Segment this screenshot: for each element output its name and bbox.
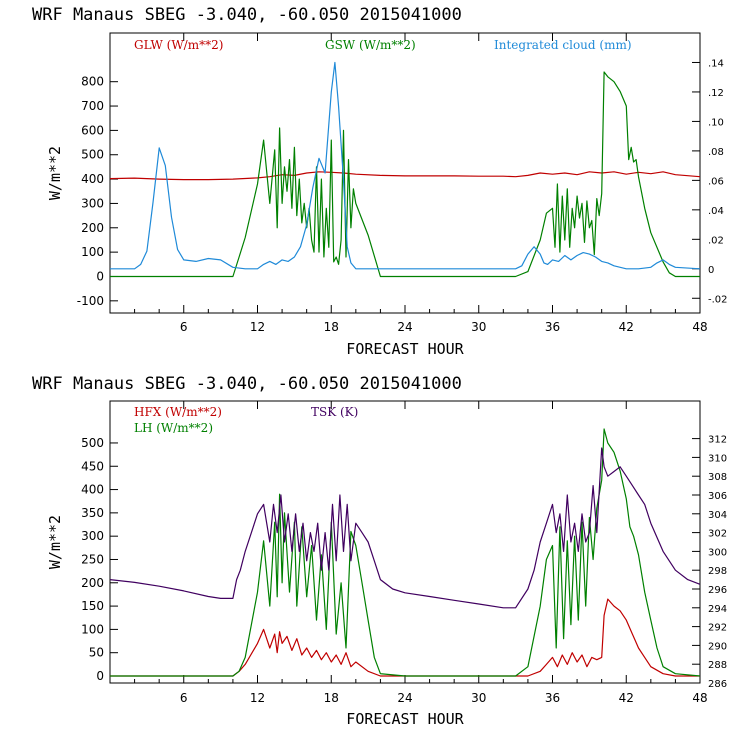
chart1-y2-tick-label: 0 xyxy=(708,265,714,276)
chart2-x-tick-label: 36 xyxy=(545,691,560,705)
chart1-x-tick-label: 6 xyxy=(180,320,188,334)
chart1-y2-tick-label: .08 xyxy=(708,147,724,158)
chart1-y-tick-label: 300 xyxy=(81,196,104,210)
chart1-y-tick-label: 0 xyxy=(96,269,104,283)
chart2-y2-tick-label: 286 xyxy=(708,679,727,690)
chart1-y-tick-label: -100 xyxy=(77,294,104,308)
chart2-y-tick-label: 300 xyxy=(81,529,104,543)
chart2-y2-tick-label: 296 xyxy=(708,585,727,596)
chart2-legend-entry: HFX (W/m**2) xyxy=(134,405,222,419)
chart2-y-tick-label: 150 xyxy=(81,599,104,613)
chart2-y2-tick-label: 290 xyxy=(708,641,727,652)
chart1-x-tick-label: 36 xyxy=(545,320,560,334)
chart2-x-tick-label: 6 xyxy=(180,691,188,705)
chart2-y-tick-label: 450 xyxy=(81,459,104,473)
chart2-y2-tick-label: 288 xyxy=(708,660,727,671)
chart2-x-tick-label: 18 xyxy=(324,691,339,705)
chart1-plot-frame xyxy=(109,32,701,314)
chart2-title: WRF Manaus SBEG -3.040, -60.050 20150410… xyxy=(32,374,462,394)
chart2-y-tick-label: 100 xyxy=(81,622,104,636)
chart1-y2-tick-label: -.02 xyxy=(708,294,728,305)
chart2-x-tick-label: 30 xyxy=(471,691,486,705)
chart2-y-tick-label: 250 xyxy=(81,552,104,566)
chart1-x-tick-label: 30 xyxy=(471,320,486,334)
chart1-y2-tick-label: .04 xyxy=(708,206,724,217)
chart1-x-tick-label: 42 xyxy=(619,320,634,334)
chart2-y-tick-label: 500 xyxy=(81,436,104,450)
chart2-y2-tick-label: 312 xyxy=(708,435,727,446)
chart2-y2-tick-label: 302 xyxy=(708,529,727,540)
chart1-y-axis-label: W/m**2 xyxy=(46,146,64,200)
chart2-y2-tick-label: 306 xyxy=(708,491,727,502)
chart1-x-axis-label: FORECAST HOUR xyxy=(346,340,464,358)
chart1-series-integrated-cloud xyxy=(110,61,701,270)
chart2-legend-entry: LH (W/m**2) xyxy=(134,421,213,435)
chart1-series-glw xyxy=(109,171,701,181)
chart1-y-tick-label: 700 xyxy=(81,99,104,113)
chart2-y2-tick-label: 308 xyxy=(708,472,727,483)
chart2-x-tick-label: 12 xyxy=(250,691,265,705)
chart1-legend-entry: GLW (W/m**2) xyxy=(134,38,223,52)
chart2-y2-tick-label: 310 xyxy=(708,453,727,464)
chart2-y-tick-label: 350 xyxy=(81,506,104,520)
chart1-y-tick-label: 400 xyxy=(81,172,104,186)
chart2-y-tick-label: 0 xyxy=(96,669,104,683)
chart2-series-hfx xyxy=(110,598,700,677)
chart1-x-tick-label: 48 xyxy=(692,320,707,334)
chart2-y2-tick-label: 298 xyxy=(708,566,727,577)
chart2-y2-tick-label: 294 xyxy=(708,604,727,615)
chart1-legend-entry: Integrated cloud (mm) xyxy=(494,38,632,52)
chart1-y2-tick-label: .14 xyxy=(708,58,724,69)
chart1-y-tick-label: 600 xyxy=(81,123,104,137)
chart2-x-tick-label: 24 xyxy=(397,691,412,705)
chart1-x-tick-label: 18 xyxy=(324,320,339,334)
chart1-series-gsw xyxy=(110,71,700,278)
chart1-y2-tick-label: .12 xyxy=(708,88,724,99)
chart2-y-tick-label: 200 xyxy=(81,576,104,590)
chart2-series-lh xyxy=(110,428,701,677)
chart2-y-tick-label: 50 xyxy=(89,646,104,660)
chart2-x-axis-label: FORECAST HOUR xyxy=(346,710,464,728)
chart1-title: WRF Manaus SBEG -3.040, -60.050 20150410… xyxy=(32,5,462,25)
chart2-y2-tick-label: 300 xyxy=(708,547,727,558)
chart1-legend-entry: GSW (W/m**2) xyxy=(325,38,416,52)
chart1-y2-tick-label: .10 xyxy=(708,117,724,128)
chart2-y-axis-label: W/m**2 xyxy=(46,515,64,569)
chart2-plot-frame xyxy=(109,400,701,684)
chart1-y-tick-label: 800 xyxy=(81,75,104,89)
chart1-y-tick-label: 100 xyxy=(81,245,104,259)
chart2-x-tick-label: 48 xyxy=(692,691,707,705)
chart2-series-tsk xyxy=(109,447,701,609)
chart1-y2-tick-label: .06 xyxy=(708,176,724,187)
chart1-x-tick-label: 12 xyxy=(250,320,265,334)
chart1-y-tick-label: 200 xyxy=(81,221,104,235)
chart1-y-tick-label: 500 xyxy=(81,148,104,162)
chart1-x-tick-label: 24 xyxy=(397,320,412,334)
chart2-legend-entry: TSK (K) xyxy=(311,405,358,419)
chart2-x-tick-label: 42 xyxy=(619,691,634,705)
chart2-y2-tick-label: 304 xyxy=(708,510,727,521)
chart2-y2-tick-label: 292 xyxy=(708,623,727,634)
chart1-y2-tick-label: .02 xyxy=(708,235,724,246)
chart2-y-tick-label: 400 xyxy=(81,483,104,497)
